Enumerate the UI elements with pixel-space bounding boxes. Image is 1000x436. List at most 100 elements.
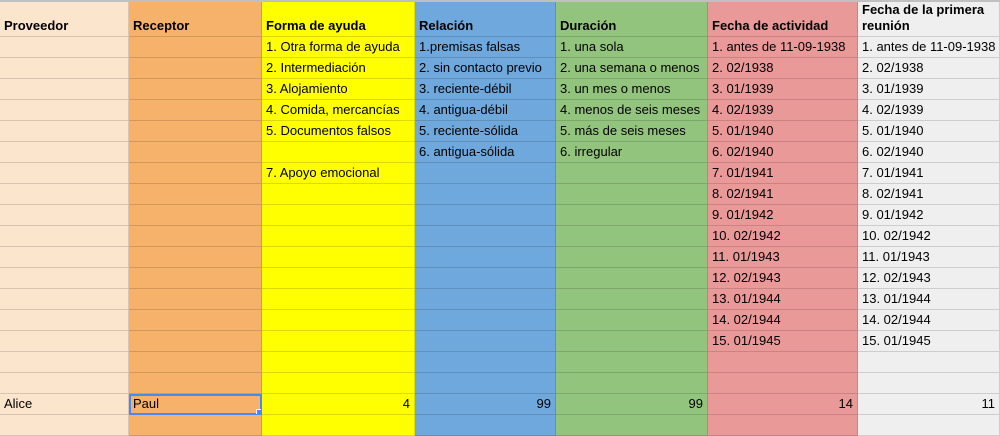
cell[interactable]: 6. 02/1940 — [708, 142, 858, 163]
cell[interactable] — [129, 121, 262, 142]
cell[interactable]: 11. 01/1943 — [708, 247, 858, 268]
cell[interactable] — [262, 373, 415, 394]
column-header[interactable]: Fecha de la primera reunión — [858, 2, 1000, 37]
cell[interactable]: 4. 02/1939 — [708, 100, 858, 121]
cell[interactable] — [129, 289, 262, 310]
column-header[interactable]: Duración — [556, 2, 708, 37]
data-cell[interactable]: 99 — [415, 394, 556, 415]
cell[interactable]: 1. una sola — [556, 37, 708, 58]
cell[interactable]: 5. 01/1940 — [858, 121, 1000, 142]
cell[interactable] — [0, 247, 129, 268]
cell[interactable] — [129, 310, 262, 331]
cell[interactable] — [415, 247, 556, 268]
cell[interactable] — [262, 310, 415, 331]
cell[interactable]: 3. un mes o menos — [556, 79, 708, 100]
cell[interactable]: 8. 02/1941 — [858, 184, 1000, 205]
cell[interactable] — [415, 226, 556, 247]
cell[interactable] — [0, 226, 129, 247]
cell[interactable] — [262, 226, 415, 247]
cell[interactable]: 2. sin contacto previo — [415, 58, 556, 79]
data-cell[interactable]: 11 — [858, 394, 1000, 415]
cell[interactable]: 2. 02/1938 — [858, 58, 1000, 79]
cell[interactable]: 4. 02/1939 — [858, 100, 1000, 121]
cell[interactable]: 5. 01/1940 — [708, 121, 858, 142]
cell[interactable] — [556, 205, 708, 226]
cell[interactable] — [556, 415, 708, 436]
cell[interactable] — [556, 226, 708, 247]
cell[interactable] — [129, 142, 262, 163]
column-header[interactable]: Forma de ayuda — [262, 2, 415, 37]
cell[interactable] — [129, 37, 262, 58]
cell[interactable] — [415, 352, 556, 373]
cell[interactable] — [0, 58, 129, 79]
cell[interactable] — [415, 415, 556, 436]
cell[interactable]: 7. Apoyo emocional — [262, 163, 415, 184]
cell[interactable] — [262, 184, 415, 205]
cell[interactable] — [0, 310, 129, 331]
cell[interactable] — [0, 37, 129, 58]
cell[interactable]: 2. Intermediación — [262, 58, 415, 79]
cell[interactable]: 6. irregular — [556, 142, 708, 163]
cell[interactable] — [0, 121, 129, 142]
data-cell[interactable]: 99 — [556, 394, 708, 415]
cell[interactable] — [0, 142, 129, 163]
data-cell[interactable]: 14 — [708, 394, 858, 415]
cell[interactable] — [556, 268, 708, 289]
cell[interactable] — [129, 205, 262, 226]
cell[interactable]: 4. Comida, mercancías — [262, 100, 415, 121]
column-header[interactable]: Fecha de actividad — [708, 2, 858, 37]
cell[interactable] — [262, 289, 415, 310]
cell[interactable]: 12. 02/1943 — [708, 268, 858, 289]
cell[interactable]: 8. 02/1941 — [708, 184, 858, 205]
column-header[interactable]: Proveedor — [0, 2, 129, 37]
cell[interactable]: 10. 02/1942 — [858, 226, 1000, 247]
cell[interactable]: 2. 02/1938 — [708, 58, 858, 79]
cell[interactable]: 7. 01/1941 — [858, 163, 1000, 184]
cell[interactable] — [415, 289, 556, 310]
cell[interactable]: 4. menos de seis meses — [556, 100, 708, 121]
cell[interactable]: 10. 02/1942 — [708, 226, 858, 247]
cell[interactable]: 12. 02/1943 — [858, 268, 1000, 289]
cell[interactable] — [129, 247, 262, 268]
cell[interactable] — [129, 79, 262, 100]
cell[interactable]: 9. 01/1942 — [708, 205, 858, 226]
cell[interactable] — [129, 100, 262, 121]
data-cell[interactable]: Alice — [0, 394, 129, 415]
cell[interactable] — [0, 415, 129, 436]
cell[interactable] — [0, 163, 129, 184]
cell[interactable]: 5. reciente-sólida — [415, 121, 556, 142]
cell[interactable] — [556, 289, 708, 310]
cell[interactable]: 7. 01/1941 — [708, 163, 858, 184]
cell[interactable]: 2. una semana o menos — [556, 58, 708, 79]
cell[interactable] — [262, 352, 415, 373]
cell[interactable] — [415, 373, 556, 394]
cell[interactable] — [129, 352, 262, 373]
cell[interactable] — [556, 184, 708, 205]
cell[interactable] — [129, 331, 262, 352]
cell[interactable]: 1.premisas falsas — [415, 37, 556, 58]
cell[interactable] — [262, 331, 415, 352]
cell[interactable] — [262, 268, 415, 289]
cell[interactable] — [556, 310, 708, 331]
cell[interactable] — [0, 289, 129, 310]
cell[interactable]: 1. antes de 11-09-1938 — [858, 37, 1000, 58]
selected-cell[interactable]: Paul — [129, 394, 262, 415]
cell[interactable]: 4. antigua-débil — [415, 100, 556, 121]
cell[interactable]: 15. 01/1945 — [708, 331, 858, 352]
cell[interactable] — [262, 205, 415, 226]
cell[interactable]: 6. 02/1940 — [858, 142, 1000, 163]
cell[interactable] — [415, 268, 556, 289]
cell[interactable] — [556, 373, 708, 394]
cell[interactable] — [556, 163, 708, 184]
cell[interactable]: 14. 02/1944 — [858, 310, 1000, 331]
cell[interactable]: 13. 01/1944 — [858, 289, 1000, 310]
cell[interactable] — [129, 415, 262, 436]
cell[interactable]: 11. 01/1943 — [858, 247, 1000, 268]
cell[interactable] — [708, 352, 858, 373]
cell[interactable]: 9. 01/1942 — [858, 205, 1000, 226]
cell[interactable]: 3. Alojamiento — [262, 79, 415, 100]
cell[interactable] — [129, 268, 262, 289]
cell[interactable] — [415, 331, 556, 352]
cell[interactable] — [262, 142, 415, 163]
cell[interactable] — [0, 331, 129, 352]
